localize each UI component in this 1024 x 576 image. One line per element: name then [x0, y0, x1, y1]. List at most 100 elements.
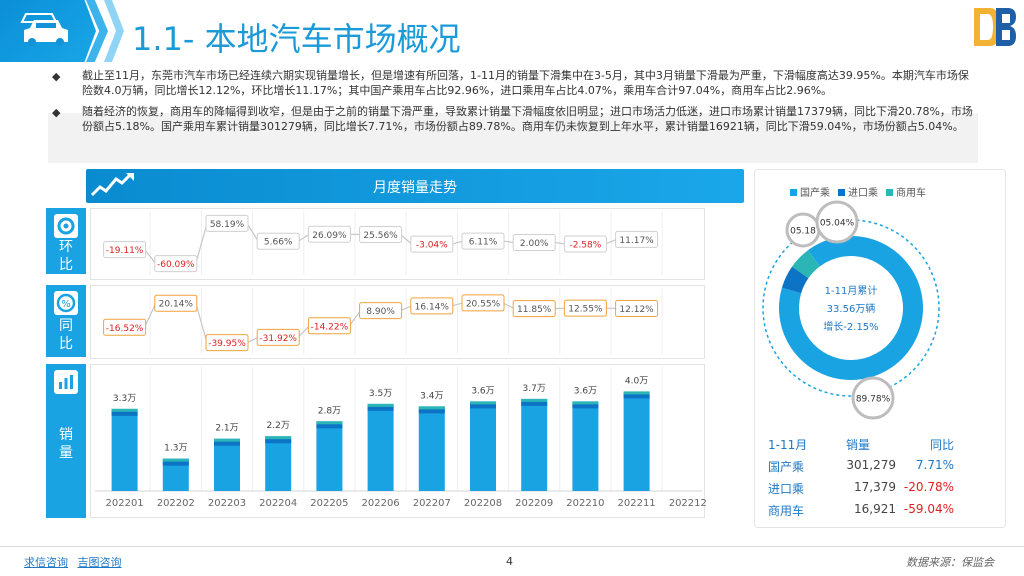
x-tick-label: 202208: [464, 498, 502, 509]
page-number: 4: [506, 555, 513, 568]
x-tick-label: 202206: [362, 498, 400, 509]
table-row: 商用车 16,921 -59.04%: [768, 502, 954, 518]
yoy-label: 20.55%: [466, 299, 501, 309]
yoy-label: 16.14%: [415, 302, 450, 312]
mom-point: -3.04%: [410, 235, 454, 253]
sales-label: 2.2万: [267, 421, 290, 431]
summary-bullets: ◆ 截止至11月，东莞市汽车市场已经连续六期实现销量增长，但是增速有所回落，1-…: [52, 68, 978, 140]
side-label-text: 销量: [59, 427, 73, 461]
x-tick-label: 202204: [259, 498, 297, 509]
mom-label: 11.17%: [619, 236, 654, 246]
mom-label: 58.19%: [210, 220, 245, 230]
mom-label: -2.58%: [569, 241, 601, 251]
side-label-yoy: % 同比: [46, 285, 86, 357]
yoy-label: 12.55%: [568, 305, 603, 315]
mom-point: 26.09%: [307, 225, 351, 243]
yoy-point: -14.22%: [307, 317, 351, 335]
sales-bar: [162, 458, 189, 491]
yoy-label: -31.92%: [259, 334, 297, 344]
sales-bar: [623, 391, 650, 491]
percent-icon: %: [54, 291, 78, 315]
table-header: 1-11月 销量 同比: [768, 438, 954, 452]
mom-label: 6.11%: [469, 238, 498, 248]
side-label-text: 环比: [59, 239, 73, 273]
bullet-text: 随着经济的恢复，商用车的降幅得到收窄，但是由于之前的销量下滑严重，导致累计销量下…: [82, 105, 973, 133]
sales-label: 3.6万: [574, 386, 597, 396]
sales-label: 2.8万: [318, 406, 341, 416]
sales-label: 3.7万: [523, 384, 546, 394]
x-tick-label: 202209: [515, 498, 553, 509]
car-icon: [20, 13, 68, 46]
donut-legend: 国产乘 进口乘 商用车: [790, 184, 926, 199]
bullet-item: ◆ 随着经济的恢复，商用车的降幅得到收窄，但是由于之前的销量下滑严重，导致累计销…: [52, 104, 978, 134]
donut-slice: [781, 266, 809, 294]
yoy-label: 8.90%: [366, 307, 395, 317]
chart-header: 月度销量走势: [86, 169, 744, 203]
donut-center-text: 1-11月累计: [825, 284, 878, 297]
mom-point: -19.11%: [103, 241, 147, 259]
mom-label: 25.56%: [363, 231, 398, 241]
x-tick-label: 202203: [208, 498, 246, 509]
yoy-point: 11.85%: [512, 300, 556, 318]
donut-slice: [792, 250, 820, 279]
summary-table: 1-11月 销量 同比 国产乘 301,279 7.71% 进口乘 17,379…: [762, 436, 958, 524]
x-tick-label: 202212: [669, 498, 706, 509]
x-tick-label: 202201: [106, 498, 144, 509]
donut-bubble-label: 05.18: [790, 227, 816, 237]
diamond-icon: ◆: [52, 70, 61, 83]
yoy-label: -16.52%: [106, 324, 144, 334]
side-label-mom: 环比: [46, 208, 86, 274]
x-tick-label: 202210: [566, 498, 604, 509]
bar-chart-icon: [54, 370, 78, 394]
sales-label: 4.0万: [625, 376, 648, 386]
yoy-point: 12.55%: [563, 299, 607, 317]
yoy-point: 8.90%: [359, 302, 403, 320]
x-tick-label: 202202: [157, 498, 195, 509]
mom-point: 5.66%: [256, 232, 300, 250]
yoy-panel: -16.52% 20.14% -39.95% -31.92% -14.22% 8.90% 1…: [90, 285, 705, 359]
footer-link-jitu[interactable]: 吉图咨询: [77, 556, 122, 569]
sales-label: 3.5万: [369, 389, 392, 399]
sales-label: 3.4万: [420, 391, 443, 401]
sales-bar: [265, 436, 292, 491]
ring-icon: [54, 214, 78, 238]
yoy-label: -39.95%: [208, 339, 246, 349]
legend-item: 国产乘: [790, 184, 830, 199]
mom-label: -3.04%: [416, 241, 448, 251]
footer-link-qiuxin[interactable]: 求信咨询: [24, 556, 68, 569]
donut-bubble-label: 05.04%: [820, 219, 855, 229]
yoy-point: 16.14%: [410, 297, 454, 315]
sales-bar: [470, 401, 496, 491]
sales-bar: [214, 438, 240, 491]
yoy-point: 12.12%: [615, 299, 659, 317]
yoy-label: 11.85%: [517, 305, 552, 315]
side-label-sales: 销量: [46, 364, 86, 518]
mom-point: 11.17%: [615, 230, 659, 248]
yoy-point: -39.95%: [205, 334, 249, 352]
bullet-item: ◆ 截止至11月，东莞市汽车市场已经连续六期实现销量增长，但是增速有所回落，1-…: [52, 68, 978, 98]
page-title: 1.1- 本地汽车市场概况: [132, 20, 461, 58]
logo-icon: [974, 8, 1016, 46]
legend-item: 商用车: [886, 184, 926, 199]
x-tick-label: 202205: [310, 498, 348, 509]
donut-center-text: 33.56万辆: [827, 302, 876, 315]
donut-bubble: 89.78%: [851, 376, 895, 420]
mom-label: 5.66%: [264, 238, 293, 248]
sales-bar: [572, 401, 599, 491]
mom-point: 25.56%: [359, 225, 403, 243]
donut-bubble: 05.04%: [815, 200, 859, 244]
footer-divider: [0, 546, 1024, 547]
diamond-icon: ◆: [52, 106, 61, 119]
mom-label: -19.11%: [106, 246, 144, 256]
donut-center-text: 增长-2.15%: [823, 320, 878, 333]
yoy-point: 20.55%: [461, 294, 505, 312]
yoy-label: -14.22%: [311, 322, 349, 332]
donut-bubble: 05.18: [785, 212, 821, 248]
yoy-label: 12.12%: [619, 305, 654, 315]
mom-point: -2.58%: [563, 235, 607, 253]
data-source: 数据来源：保监会: [906, 556, 994, 569]
sales-label: 3.3万: [113, 394, 136, 404]
mom-label: -60.09%: [157, 260, 195, 270]
sales-bar: [367, 403, 394, 491]
